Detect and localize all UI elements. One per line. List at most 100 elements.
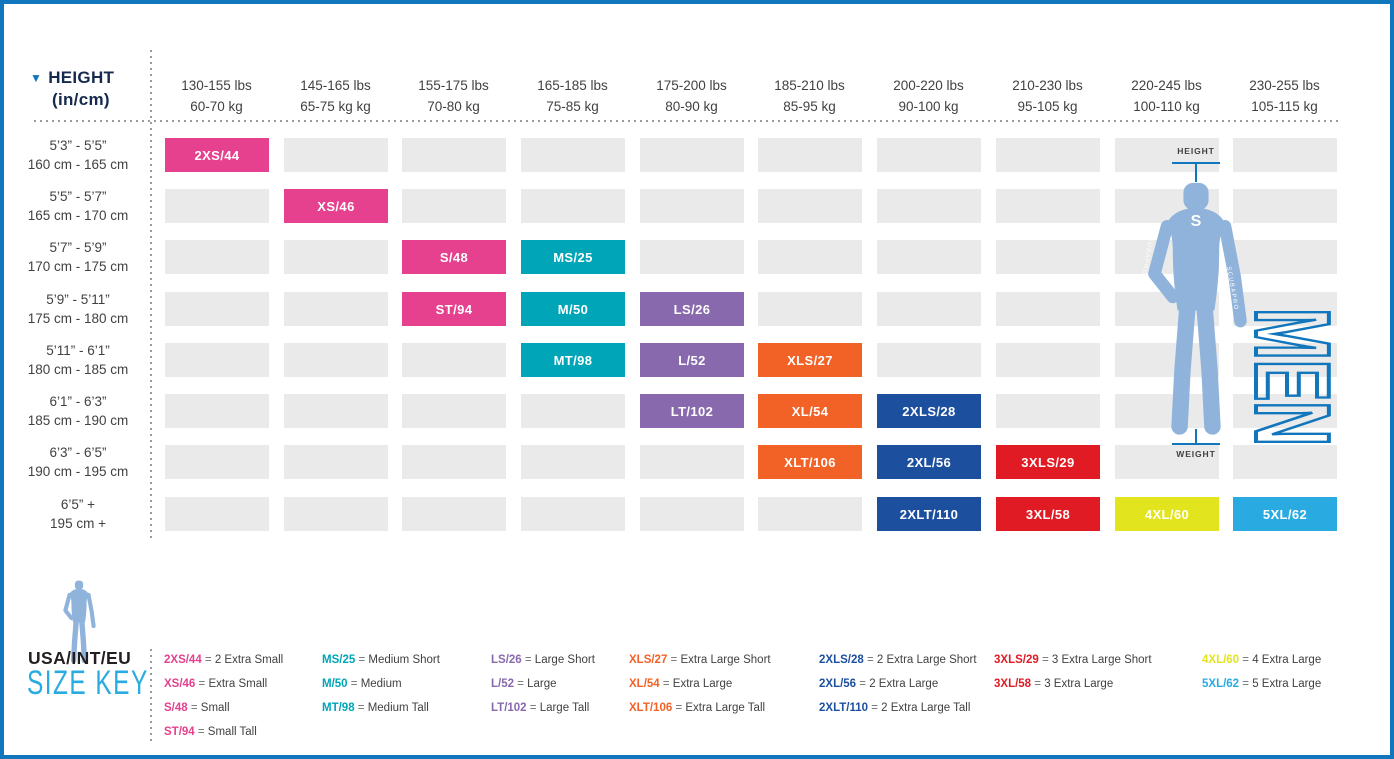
empty-cell	[284, 240, 388, 274]
size-code: XLS/27	[629, 654, 668, 666]
height-row-label: 6’1” - 6’3” 185 cm - 190 cm	[8, 392, 148, 430]
weight-lbs: 220-245 lbs	[1131, 78, 1202, 93]
axis-vertical-divider	[150, 50, 152, 538]
size-key-entry-LS-26: LS/26 = Large Short	[491, 652, 595, 668]
size-description: 4 Extra Large	[1252, 654, 1322, 666]
equals-sign: =	[672, 702, 686, 714]
equals-sign: =	[856, 678, 870, 690]
empty-cell	[165, 445, 269, 479]
size-code: XLT/106	[629, 702, 673, 714]
equals-sign: =	[355, 654, 369, 666]
height-ft-in: 5’3” - 5’5”	[49, 138, 107, 153]
height-ft-in: 5’7” - 5’9”	[49, 240, 107, 255]
height-cm: 160 cm - 165 cm	[27, 157, 129, 172]
height-ft-in: 5’11” - 6’1”	[46, 343, 110, 358]
size-description: 3 Extra Large	[1044, 678, 1114, 690]
height-cm: 185 cm - 190 cm	[27, 413, 129, 428]
size-description: Small	[200, 702, 230, 714]
figure-height-label: HEIGHT	[1177, 146, 1215, 156]
size-code: 3XL/58	[994, 678, 1032, 690]
equals-sign: =	[514, 678, 528, 690]
size-cell-ST-94: ST/94	[402, 292, 506, 326]
weight-kg: 90-100 kg	[898, 99, 959, 114]
empty-cell	[165, 189, 269, 223]
equals-sign: =	[354, 702, 368, 714]
height-cm: 190 cm - 195 cm	[27, 464, 129, 479]
empty-cell	[402, 138, 506, 172]
empty-cell	[758, 292, 862, 326]
weight-col-header: 155-175 lbs 70-80 kg	[386, 75, 521, 117]
size-cell-2XL-56: 2XL/56	[877, 445, 981, 479]
weight-kg: 70-80 kg	[427, 99, 480, 114]
empty-cell	[521, 445, 625, 479]
weight-kg: 85-95 kg	[783, 99, 836, 114]
empty-cell	[1233, 394, 1337, 428]
height-row-label: 6’3” - 6’5” 190 cm - 195 cm	[8, 443, 148, 481]
equals-sign: =	[863, 654, 877, 666]
men-title: MEN	[1250, 308, 1350, 446]
weight-kg: 80-90 kg	[665, 99, 718, 114]
size-code: ST/94	[164, 726, 195, 738]
empty-cell	[640, 240, 744, 274]
height-axis-title: ▼ HEIGHT (in/cm)	[30, 67, 114, 111]
size-code: MT/98	[322, 702, 355, 714]
weight-lbs: 130-155 lbs	[181, 78, 252, 93]
equals-sign: =	[347, 678, 361, 690]
empty-cell	[640, 138, 744, 172]
size-key-entry-5XL-62: 5XL/62 = 5 Extra Large	[1202, 676, 1321, 692]
weight-kg: 95-105 kg	[1017, 99, 1078, 114]
height-row-label: 6’5” + 195 cm +	[8, 495, 148, 533]
size-code: M/50	[322, 678, 348, 690]
height-axis-title-text: HEIGHT	[48, 68, 115, 87]
size-key-subtitle: SIZE KEY	[27, 664, 149, 702]
empty-cell	[877, 138, 981, 172]
weight-lbs: 145-165 lbs	[300, 78, 371, 93]
weight-column-headers: 130-155 lbs 60-70 kg 145-165 lbs 65-75 kg k…	[4, 4, 1390, 755]
size-cell-S-48: S/48	[402, 240, 506, 274]
empty-cell	[1233, 240, 1337, 274]
size-description: Small Tall	[207, 726, 257, 738]
size-description: 2 Extra Large	[869, 678, 939, 690]
empty-cell	[284, 497, 388, 531]
empty-cell	[1233, 445, 1337, 479]
empty-cell	[402, 394, 506, 428]
empty-cell	[402, 343, 506, 377]
empty-cell	[1115, 445, 1219, 479]
empty-cell	[877, 343, 981, 377]
size-key-entry-XL-54: XL/54 = Extra Large	[629, 676, 732, 692]
empty-cell	[996, 189, 1100, 223]
size-description: 3 Extra Large Short	[1051, 654, 1152, 666]
size-cell-LS-26: LS/26	[640, 292, 744, 326]
empty-cell	[402, 497, 506, 531]
size-key-divider	[150, 649, 152, 741]
wetsuit-figure	[1148, 182, 1247, 435]
size-key-entry-3XLS-29: 3XLS/29 = 3 Extra Large Short	[994, 652, 1152, 668]
size-cell-3XLS-29: 3XLS/29	[996, 445, 1100, 479]
weight-kg: 65-75 kg kg	[300, 99, 371, 114]
height-cm: 175 cm - 180 cm	[27, 311, 129, 326]
empty-cell	[284, 292, 388, 326]
figure-zone: HEIGHT S SCUBAPRO SCUBAPRO WEIGHT MEN	[4, 4, 1390, 755]
size-code: S/48	[164, 702, 188, 714]
empty-cell	[877, 189, 981, 223]
equals-sign: =	[659, 678, 673, 690]
height-axis-title-line1: ▼ HEIGHT	[30, 67, 114, 89]
size-description: Extra Small	[208, 678, 268, 690]
size-code: 2XLT/110	[819, 702, 869, 714]
weight-col-header: 165-185 lbs 75-85 kg	[505, 75, 640, 117]
height-measure-stem	[1195, 163, 1197, 182]
weight-lbs: 185-210 lbs	[774, 78, 845, 93]
size-description: 5 Extra Large	[1252, 678, 1322, 690]
size-cell-XS-46: XS/46	[284, 189, 388, 223]
size-key-title: USA/INT/EU	[28, 648, 132, 668]
size-key-entry-XLS-27: XLS/27 = Extra Large Short	[629, 652, 771, 668]
figure-weight-label: WEIGHT	[1176, 449, 1216, 459]
empty-cell	[1115, 394, 1219, 428]
weight-col-header: 230-255 lbs 105-115 kg	[1217, 75, 1352, 117]
weight-lbs: 200-220 lbs	[893, 78, 964, 93]
weight-col-header: 220-245 lbs 100-110 kg	[1099, 75, 1234, 117]
empty-cell	[165, 394, 269, 428]
size-code: XS/46	[164, 678, 196, 690]
empty-cell	[165, 343, 269, 377]
